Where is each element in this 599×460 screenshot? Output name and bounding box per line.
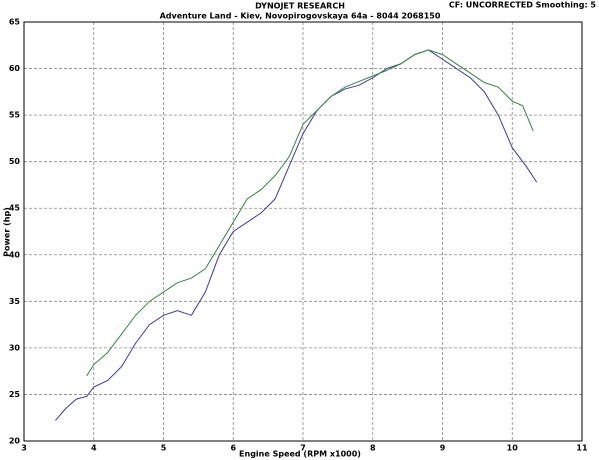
x-tick-label: 11 xyxy=(576,444,588,453)
x-tick-label: 5 xyxy=(161,444,167,453)
y-tick-label: 60 xyxy=(9,64,21,73)
y-tick-label: 45 xyxy=(9,204,21,213)
y-tick-label: 40 xyxy=(9,250,21,259)
x-tick-label: 3 xyxy=(21,444,27,453)
y-tick-label: 65 xyxy=(9,18,21,27)
y-tick-label: 55 xyxy=(9,111,21,120)
x-tick-label: 8 xyxy=(370,444,376,453)
y-tick-label: 25 xyxy=(9,390,21,399)
x-tick-label: 7 xyxy=(300,444,306,453)
settings-note: CF: UNCORRECTED Smoothing: 5 xyxy=(449,1,597,10)
y-tick-label: 35 xyxy=(9,297,21,306)
x-tick-label: 10 xyxy=(507,444,519,453)
x-axis-label: Engine Speed (RPM x1000) xyxy=(239,450,361,459)
y-tick-label: 50 xyxy=(9,157,21,166)
chart-subtitle: Adventure Land - Kiev, Novopirogovskaya … xyxy=(160,12,441,21)
y-tick-label: 20 xyxy=(9,437,21,446)
y-tick-label: 30 xyxy=(9,343,21,352)
x-tick-label: 6 xyxy=(230,444,236,453)
chart-title: DYNOJET RESEARCH xyxy=(255,2,345,11)
y-axis-label: Power (hp) xyxy=(3,207,12,257)
x-tick-label: 4 xyxy=(91,444,97,453)
power-curve xyxy=(86,49,534,377)
x-tick-label: 9 xyxy=(440,444,446,453)
power-curve xyxy=(55,49,538,421)
plot-border xyxy=(23,21,583,442)
